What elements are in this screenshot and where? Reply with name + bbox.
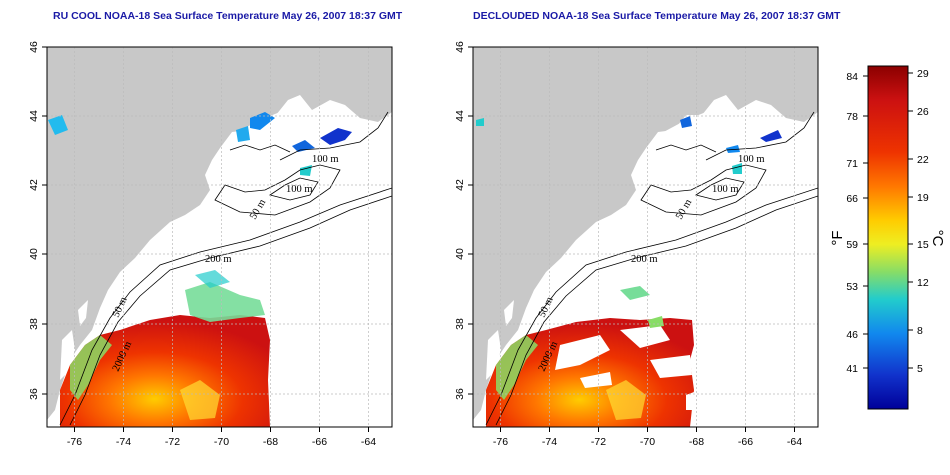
- lat-tick-label: 42: [454, 179, 466, 191]
- celsius-tick: 29: [917, 68, 929, 80]
- celsius-tick: 26: [917, 106, 929, 118]
- lat-tick-label: 44: [28, 110, 40, 122]
- graticule: [473, 47, 818, 427]
- left-map-panel: 100 m 100 m 50 m 200 m 50 m 2000 m: [28, 41, 393, 448]
- contour-label: 200 m: [205, 254, 232, 265]
- contour-label: 200 m: [631, 254, 658, 265]
- lat-tick-label: 38: [28, 318, 40, 330]
- celsius-tick: 5: [917, 363, 923, 375]
- cloud-gap: [686, 392, 694, 410]
- lon-tick-label: -76: [493, 436, 508, 448]
- lon-tick-label: -64: [361, 436, 376, 448]
- bay-cut: [78, 300, 88, 326]
- lon-tick-label: -72: [165, 436, 180, 448]
- land: [47, 47, 392, 420]
- bay-cut: [486, 330, 501, 380]
- cloud-gap: [555, 335, 610, 370]
- sst-warm-core: [180, 380, 220, 420]
- cold-patch: [726, 145, 740, 153]
- cold-patch: [648, 316, 664, 328]
- left-map-title: RU COOL NOAA-18 Sea Surface Temperature …: [53, 10, 403, 22]
- colorbar-ticks: [863, 72, 913, 369]
- contour-label: 100 m: [286, 184, 313, 195]
- lon-tick-label: -74: [116, 436, 131, 448]
- lon-tick-label: -68: [689, 436, 704, 448]
- cloud-gap: [580, 372, 612, 388]
- cold-patch: [760, 130, 782, 142]
- contour-label: 100 m: [712, 184, 739, 195]
- celsius-tick: 12: [917, 277, 929, 289]
- cold-patch: [250, 112, 275, 130]
- colorbar-gradient: [867, 65, 909, 410]
- lat-tick-label: 46: [28, 41, 40, 53]
- bay-cut: [504, 300, 514, 326]
- lat-tick-label: 44: [454, 110, 466, 122]
- cloud-gap: [620, 325, 670, 348]
- fahrenheit-tick: 46: [846, 329, 858, 341]
- sst-cool-band: [496, 335, 538, 400]
- right-map-panel: 100 m 100 m 50 m 200 m 50 m 2000 m: [454, 41, 819, 448]
- celsius-tick: 19: [917, 192, 929, 204]
- lat-tick-label: 36: [454, 388, 466, 400]
- graticule: [47, 47, 392, 427]
- cold-patch: [680, 116, 692, 128]
- lat-tick-label: 40: [28, 248, 40, 260]
- bay-cut: [60, 330, 75, 380]
- fahrenheit-label: °F: [829, 230, 846, 245]
- celsius-tick: 22: [917, 154, 929, 166]
- celsius-tick: 15: [917, 239, 929, 251]
- lat-tick-label: 42: [28, 179, 40, 191]
- map-frame: [472, 46, 819, 428]
- cold-patch: [236, 126, 250, 142]
- lon-tick-label: -76: [67, 436, 82, 448]
- contour-label: 100 m: [738, 154, 765, 165]
- sst-warm-core: [606, 380, 646, 420]
- lat-tick-label: 40: [454, 248, 466, 260]
- sst-cool-band: [185, 282, 265, 322]
- fahrenheit-tick: 84: [846, 71, 858, 83]
- axis-ticks: [468, 46, 795, 432]
- fahrenheit-tick: 53: [846, 281, 858, 293]
- fahrenheit-tick: 59: [846, 239, 858, 251]
- contour-label: 100 m: [312, 154, 339, 165]
- sst-cool-band: [70, 335, 112, 400]
- temperature-colorbar: 84 78 71 66 59 53 46 41 29 26 22 19 15 1…: [829, 65, 946, 410]
- cold-patch: [620, 286, 650, 300]
- fahrenheit-tick: 71: [846, 158, 858, 170]
- lon-tick-label: -70: [214, 436, 229, 448]
- axis-ticks: [42, 46, 369, 432]
- lon-tick-label: -66: [312, 436, 327, 448]
- lon-tick-label: -74: [542, 436, 557, 448]
- lon-tick-label: -64: [787, 436, 802, 448]
- right-map-title: DECLOUDED NOAA-18 Sea Surface Temperatur…: [473, 10, 841, 22]
- fahrenheit-tick: 78: [846, 111, 858, 123]
- celsius-tick: 8: [917, 325, 923, 337]
- land: [473, 47, 818, 420]
- cloud-gap: [650, 355, 692, 378]
- celsius-label: °C: [929, 230, 946, 247]
- map-frame: [46, 46, 393, 428]
- bathymetry-contours: [59, 111, 392, 426]
- lon-tick-label: -72: [591, 436, 606, 448]
- lat-tick-label: 38: [454, 318, 466, 330]
- fahrenheit-tick: 41: [846, 363, 858, 375]
- cold-patch: [732, 163, 742, 174]
- lat-tick-label: 36: [28, 388, 40, 400]
- lon-tick-label: -68: [263, 436, 278, 448]
- cold-patch: [48, 115, 68, 135]
- lat-tick-label: 46: [454, 41, 466, 53]
- lon-tick-label: -66: [738, 436, 753, 448]
- cold-patch: [320, 128, 352, 145]
- fahrenheit-tick: 66: [846, 193, 858, 205]
- cold-patch: [476, 118, 484, 126]
- bathymetry-contours: [485, 111, 818, 426]
- lon-tick-label: -70: [640, 436, 655, 448]
